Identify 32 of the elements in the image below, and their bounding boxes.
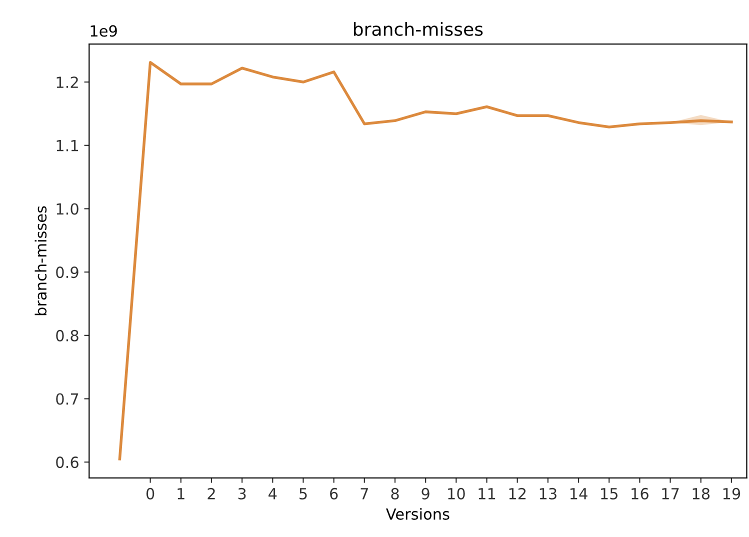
x-tick-label: 12 — [509, 488, 526, 500]
x-tick-label: 4 — [268, 488, 277, 500]
chart-title: branch-misses — [354, 22, 483, 36]
y-tick-label: 0.7 — [56, 393, 78, 405]
x-axis-title: Versions — [386, 508, 450, 520]
x-tick-label: 3 — [238, 488, 246, 500]
y-tick-label: 0.8 — [56, 330, 78, 342]
y-tick-label: 0.9 — [56, 266, 78, 278]
line-series — [118, 61, 733, 460]
x-tick-label: 13 — [540, 488, 556, 500]
x-tick-label: 6 — [330, 488, 338, 500]
x-tick-label: 17 — [662, 488, 679, 500]
text: 1e9 — [90, 25, 117, 37]
x-tick-label: 18 — [692, 488, 710, 500]
x-tick-label: 0 — [146, 488, 154, 500]
x-tick-label: 15 — [601, 488, 618, 500]
x-tick-label: 10 — [448, 488, 465, 500]
y-axis-title: branch-misses — [34, 206, 47, 316]
y-tick-label: 0.6 — [56, 456, 78, 468]
y-tick-label: 1.0 — [56, 203, 78, 215]
x-tick-label: 16 — [632, 488, 648, 500]
x-tick-label: 7 — [360, 488, 368, 500]
y-tick-label: 1.1 — [56, 140, 78, 152]
x-tick-label: 5 — [300, 488, 307, 500]
x-tick-label: 1 — [178, 488, 184, 500]
y-tick-label: 1.2 — [56, 76, 78, 88]
x-tick-label: 9 — [422, 488, 430, 500]
x-tick-label: 8 — [391, 488, 399, 500]
x-tick-label: 2 — [208, 488, 215, 500]
x-tick-label: 11 — [478, 488, 496, 500]
x-tick-label: 14 — [570, 488, 588, 500]
x-tick-label: 19 — [723, 488, 740, 500]
